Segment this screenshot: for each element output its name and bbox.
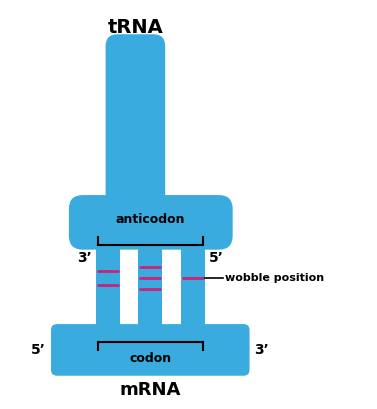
Text: codon: codon	[129, 352, 171, 365]
Text: 5’: 5’	[209, 251, 224, 265]
Bar	[138, 242, 162, 307]
Text: mRNA: mRNA	[120, 381, 181, 399]
Text: 3’: 3’	[77, 251, 92, 265]
FancyBboxPatch shape	[106, 34, 165, 208]
Text: 3’: 3’	[254, 343, 269, 357]
Bar	[138, 290, 162, 332]
Text: wobble position: wobble position	[225, 273, 324, 283]
Text: tRNA: tRNA	[107, 18, 163, 37]
Bar	[96, 290, 120, 332]
Text: anticodon: anticodon	[115, 213, 185, 226]
Bar	[96, 242, 120, 307]
FancyBboxPatch shape	[51, 324, 250, 376]
Text: 5’: 5’	[31, 343, 46, 357]
Bar	[181, 290, 205, 332]
FancyBboxPatch shape	[69, 195, 233, 249]
Bar	[181, 242, 205, 307]
